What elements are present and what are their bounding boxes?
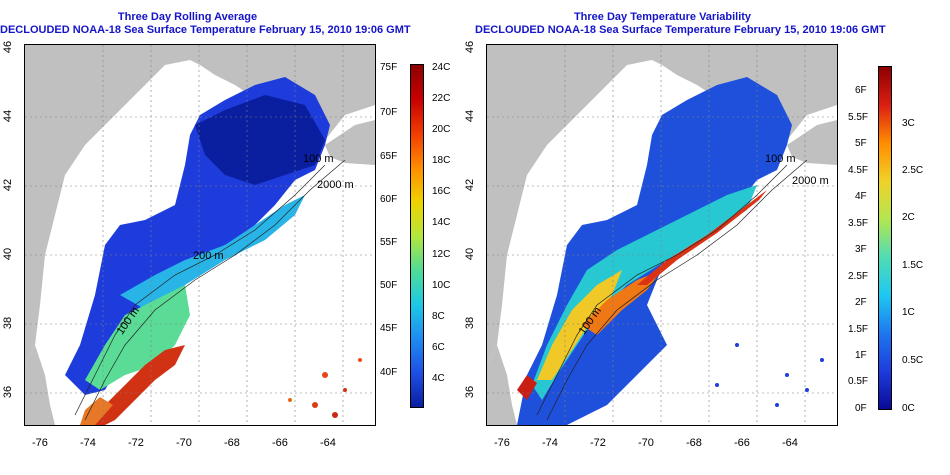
right-cb-c: 2C <box>902 212 915 223</box>
left-cb-f: 65F <box>380 151 398 162</box>
high-variability <box>537 270 622 380</box>
right-cb-f: 5.5F <box>848 112 869 123</box>
right-cb-c: 2.5C <box>902 165 924 176</box>
right-cb-f: 6F <box>855 85 867 96</box>
left-cb-c: 22C <box>432 93 451 104</box>
moderate-variability <box>532 185 757 400</box>
right-cb-f: 5F <box>855 138 867 149</box>
right-lat-tick: 44 <box>464 109 477 123</box>
right-variability-map: 100 m 2000 m 100 m <box>486 44 838 426</box>
left-cb-c: 8C <box>432 311 445 322</box>
left-title-line2: DECLOUDED NOAA-18 Sea Surface Temperatur… <box>0 24 411 36</box>
right-lat-tick: 42 <box>464 178 477 192</box>
right-contour-label-1: 100 m <box>765 153 796 165</box>
right-lat-tick: 38 <box>464 316 477 330</box>
left-lat-tick: 44 <box>2 109 15 123</box>
right-lon-tick: -74 <box>542 437 558 449</box>
right-lon-tick: -66 <box>734 437 750 449</box>
right-lat-tick: 46 <box>464 40 477 54</box>
left-colorbar <box>410 64 424 408</box>
right-cb-c: 3C <box>902 118 915 129</box>
right-cb-f: 3F <box>855 244 867 255</box>
left-cb-f: 70F <box>380 107 398 118</box>
left-cb-f: 60F <box>380 194 398 205</box>
right-cb-f: 1F <box>855 350 867 361</box>
land-coast <box>487 345 517 425</box>
high-variability-2 <box>582 270 662 335</box>
shelf-water <box>120 195 305 315</box>
left-lon-tick: -74 <box>80 437 96 449</box>
right-lon-tick: -70 <box>638 437 654 449</box>
land-east <box>325 120 375 165</box>
right-cb-c: 0C <box>902 403 915 414</box>
right-cb-c: 1.5C <box>902 260 924 271</box>
left-cb-c: 12C <box>432 249 451 260</box>
right-lon-tick: -72 <box>590 437 606 449</box>
right-lon-tick: -76 <box>494 437 510 449</box>
left-cb-f: 55F <box>380 237 398 248</box>
left-cb-f: 45F <box>380 323 398 334</box>
left-lat-tick: 42 <box>2 178 15 192</box>
left-lat-tick: 36 <box>2 385 15 399</box>
left-cb-c: 20C <box>432 124 451 135</box>
right-cb-f: 0F <box>855 403 867 414</box>
right-cb-f: 1.5F <box>848 324 869 335</box>
mid-water <box>85 285 190 390</box>
left-lon-tick: -76 <box>32 437 48 449</box>
right-cb-f: 4F <box>855 191 867 202</box>
left-lon-tick: -64 <box>320 437 336 449</box>
right-cb-f: 3.5F <box>848 218 869 229</box>
left-title-line1: Three Day Rolling Average <box>117 11 258 23</box>
right-cb-f: 0.5F <box>848 376 869 387</box>
left-sst-map: 100 m 2000 m 200 m 100 m <box>24 44 376 426</box>
right-contour-label-2: 2000 m <box>792 175 829 187</box>
right-colorbar <box>878 66 892 410</box>
left-cb-f: 75F <box>380 62 398 73</box>
left-lat-tick: 46 <box>2 40 15 54</box>
peak-variability-front <box>637 190 767 285</box>
land-east <box>787 120 837 165</box>
left-cb-c: 6C <box>432 342 445 353</box>
right-lat-tick: 40 <box>464 247 477 261</box>
left-cb-f: 50F <box>380 280 398 291</box>
left-contour-label-3: 200 m <box>193 250 224 262</box>
left-lon-tick: -70 <box>176 437 192 449</box>
right-lon-tick: -68 <box>686 437 702 449</box>
left-lat-tick: 38 <box>2 316 15 330</box>
right-cb-f: 2F <box>855 297 867 308</box>
right-cb-c: 1C <box>902 307 915 318</box>
right-title-line2: DECLOUDED NOAA-18 Sea Surface Temperatur… <box>475 24 886 36</box>
left-cb-c: 4C <box>432 373 445 384</box>
left-contour-label-2: 2000 m <box>317 179 354 191</box>
cold-water-deep <box>195 95 325 185</box>
right-cb-f: 4.5F <box>848 165 869 176</box>
left-cb-c: 14C <box>432 217 451 228</box>
left-cb-c: 10C <box>432 280 451 291</box>
left-cb-f: 40F <box>380 367 398 378</box>
gulf-stream-edge <box>80 397 113 425</box>
peak-variability <box>517 375 537 400</box>
left-cb-c: 24C <box>432 62 451 73</box>
left-cb-c: 16C <box>432 186 451 197</box>
right-lat-tick: 36 <box>464 385 477 399</box>
left-contour-label-1: 100 m <box>303 153 334 165</box>
left-lat-tick: 40 <box>2 247 15 261</box>
right-cb-c: 0.5C <box>902 355 924 366</box>
right-cb-f: 2.5F <box>848 271 869 282</box>
land-coast <box>25 345 55 425</box>
left-lon-tick: -66 <box>272 437 288 449</box>
right-lon-tick: -64 <box>782 437 798 449</box>
right-title-line1: Three Day Temperature Variability <box>573 11 752 23</box>
left-lon-tick: -68 <box>224 437 240 449</box>
left-lon-tick: -72 <box>128 437 144 449</box>
left-cb-c: 18C <box>432 155 451 166</box>
